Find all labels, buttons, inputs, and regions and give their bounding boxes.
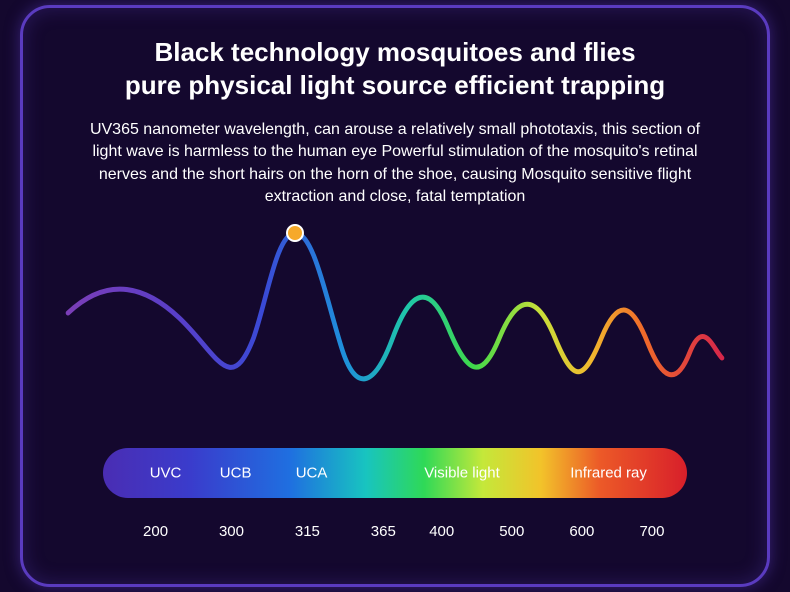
spectrum-band-label: Visible light — [424, 465, 500, 482]
spectrum-bar: UVC UCB UCA Visible light Infrared ray — [103, 448, 687, 498]
spectrum-band-label: Infrared ray — [570, 465, 647, 482]
scale-tick-label: 365 — [371, 523, 396, 540]
page-title: Black technology mosquitoes and flies pu… — [23, 36, 767, 101]
title-line-1: Black technology mosquitoes and flies — [154, 37, 635, 67]
scale-tick-label: 600 — [569, 523, 594, 540]
scale-tick-label: 300 — [219, 523, 244, 540]
peak-marker-icon — [286, 224, 304, 242]
spectrum-band-label: UCB — [220, 465, 252, 482]
scale-tick-label: 700 — [639, 523, 664, 540]
wavelength-scale: 200 300 315 365 400 500 600 700 — [103, 523, 687, 553]
page-description: UV365 nanometer wavelength, can arouse a… — [78, 119, 712, 209]
scale-tick-label: 500 — [499, 523, 524, 540]
scale-tick-label: 315 — [295, 523, 320, 540]
scale-tick-label: 200 — [143, 523, 168, 540]
wave-path — [68, 233, 722, 379]
title-line-2: pure physical light source efficient tra… — [125, 70, 665, 100]
wavelength-wave-chart — [68, 238, 722, 418]
spectrum-band-label: UVC — [150, 465, 182, 482]
scale-tick-label: 400 — [429, 523, 454, 540]
content-frame: Black technology mosquitoes and flies pu… — [20, 5, 770, 587]
wave-svg — [68, 238, 722, 418]
spectrum-band-label: UCA — [296, 465, 328, 482]
